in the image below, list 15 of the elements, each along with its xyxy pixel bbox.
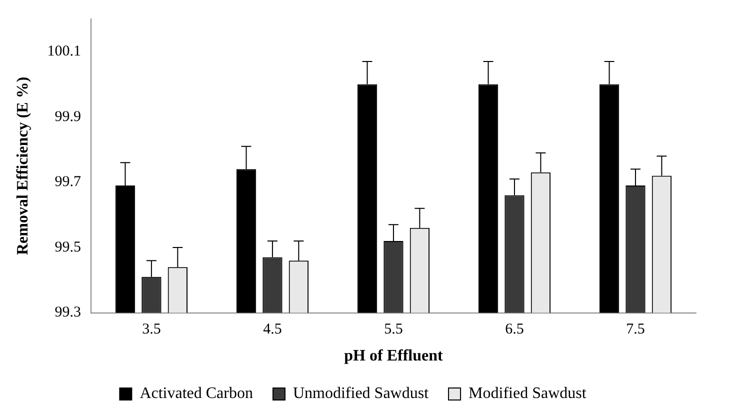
x-tick-label: 7.5	[626, 322, 645, 338]
x-tick-label: 4.5	[263, 322, 282, 338]
y-tick-label: 99.3	[54, 304, 81, 321]
x-tick-label: 6.5	[505, 322, 524, 338]
y-tick-label: 99.7	[54, 174, 82, 190]
legend-label: Modified Sawdust	[468, 385, 587, 402]
y-tick-label: 100.1	[47, 44, 81, 60]
y-tick-label: 99.5	[54, 239, 81, 256]
legend-label: Unmodified Sawdust	[292, 385, 430, 402]
y-axis-title: Removal Efficiency (E %)	[14, 76, 32, 255]
y-tick-label: 99.9	[54, 108, 81, 125]
x-axis-title: pH of Effluent	[344, 348, 444, 365]
x-tick-label: 5.5	[384, 322, 403, 338]
x-tick-label: 3.5	[142, 322, 161, 338]
legend-label: Activated Carbon	[140, 385, 253, 402]
